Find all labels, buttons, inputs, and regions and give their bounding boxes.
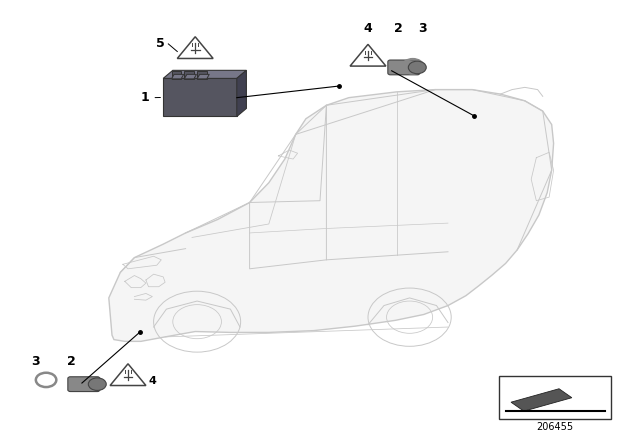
- Text: 5: 5: [156, 37, 165, 51]
- Text: 4: 4: [364, 22, 372, 35]
- Polygon shape: [163, 70, 246, 78]
- FancyBboxPatch shape: [388, 60, 420, 75]
- Polygon shape: [184, 74, 196, 79]
- Text: 4: 4: [148, 376, 156, 386]
- FancyBboxPatch shape: [499, 376, 611, 419]
- Polygon shape: [184, 71, 194, 79]
- Polygon shape: [237, 70, 246, 116]
- Polygon shape: [163, 78, 237, 116]
- Text: 206455: 206455: [536, 422, 574, 432]
- Circle shape: [88, 378, 106, 390]
- FancyBboxPatch shape: [68, 377, 100, 392]
- Polygon shape: [197, 74, 209, 79]
- Text: 3: 3: [418, 22, 427, 35]
- Text: 2: 2: [67, 355, 76, 369]
- Text: 2: 2: [394, 22, 403, 35]
- Polygon shape: [511, 389, 572, 411]
- Text: 3: 3: [31, 355, 40, 369]
- Polygon shape: [172, 74, 184, 79]
- Circle shape: [408, 61, 426, 73]
- Polygon shape: [197, 71, 207, 79]
- Polygon shape: [109, 90, 554, 341]
- Text: 1: 1: [140, 91, 149, 104]
- Polygon shape: [172, 71, 181, 79]
